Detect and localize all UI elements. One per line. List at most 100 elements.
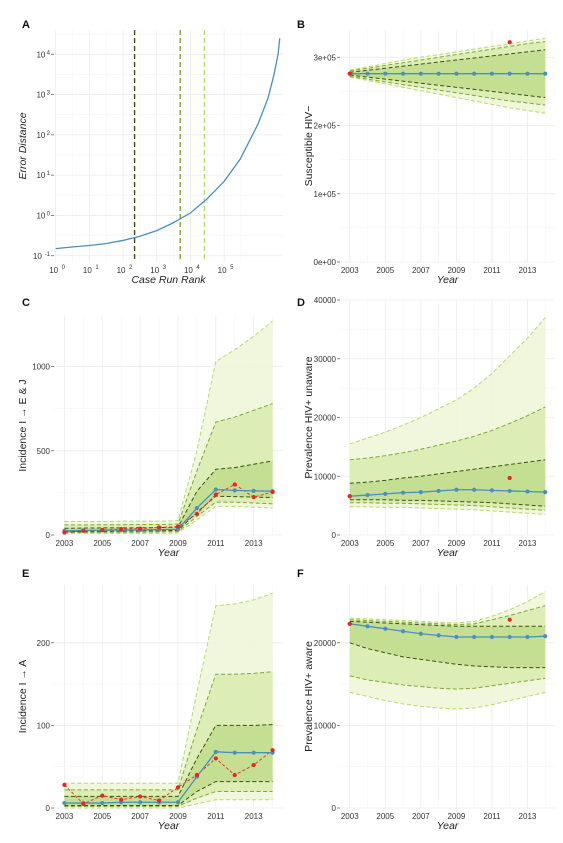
x-tick-label: 2005 [376, 266, 394, 275]
panel-letter: D [297, 297, 305, 309]
band-upper-line [349, 37, 546, 71]
x-tick-label: 2009 [447, 266, 465, 275]
x-tick-label: 2007 [131, 539, 149, 548]
observed-point [251, 762, 256, 768]
band-upper-line [64, 671, 273, 791]
observed-line [64, 749, 273, 805]
x-tick-label: 2007 [412, 266, 430, 275]
x-tick-label: 2013 [519, 266, 537, 275]
y-tick-exponent: 3 [47, 91, 51, 97]
y-tick-label: 10 [36, 50, 45, 59]
y-axis-title: Error Distance [17, 112, 29, 179]
median-point [436, 71, 441, 76]
x-tick-exponent: 0 [62, 265, 66, 271]
x-tick-label: 10 [117, 266, 126, 275]
observed-point [270, 748, 275, 753]
band-upper-line [349, 406, 546, 461]
median-point [454, 634, 459, 640]
observed-point [62, 782, 67, 787]
x-tick-label: 10 [184, 266, 193, 275]
observed-point [62, 530, 67, 535]
band-upper-line [349, 591, 546, 624]
median-point [251, 750, 256, 755]
x-tick-label: 2013 [245, 812, 263, 821]
y-tick-label: 500 [37, 447, 51, 456]
y-tick-exponent: 2 [47, 131, 51, 137]
x-tick-label: 10 [218, 266, 227, 275]
y-tick-label: 20000 [314, 639, 337, 648]
panel-f: 0 10000 20000 2003 2005 2007 2009 2011 2013 Year P… [297, 568, 555, 832]
x-tick-label: 2003 [341, 539, 359, 548]
y-tick-label: 0 [46, 804, 51, 813]
y-tick-label: 10 [36, 171, 45, 180]
y-tick-label: 100 [37, 721, 51, 730]
y-tick-label: 10 [36, 211, 45, 220]
x-tick-label: 2003 [341, 812, 359, 821]
observed-point [507, 40, 512, 45]
x-tick-label: 2009 [169, 812, 187, 821]
x-tick-label: 2011 [207, 539, 225, 548]
median-point [507, 71, 512, 76]
median-point [232, 488, 237, 493]
x-tick-exponent: 2 [129, 265, 133, 271]
y-tick-label: 10 [33, 252, 42, 261]
median-point [454, 71, 459, 76]
x-tick-label: 2005 [93, 539, 111, 548]
x-tick-label: 10 [83, 266, 92, 275]
observed-point [100, 527, 105, 533]
band-upper-line [64, 592, 273, 784]
observed-point [138, 794, 143, 799]
median-line [349, 489, 546, 497]
median-point [543, 490, 548, 495]
panel-letter: A [22, 19, 30, 31]
observed-point [100, 793, 105, 798]
median-point [383, 71, 388, 76]
observed-point [347, 71, 352, 76]
band-lower-line [64, 790, 273, 807]
x-tick-label: 2007 [412, 812, 430, 821]
x-axis-title: Year [437, 274, 459, 286]
x-tick-label: 2009 [447, 812, 465, 821]
x-tick-label: 2009 [447, 539, 465, 548]
median-point [472, 634, 477, 640]
x-tick-label: 2011 [483, 266, 501, 275]
y-tick-label: 3e+05 [314, 53, 337, 62]
observed-point [81, 528, 86, 533]
x-tick-label: 2007 [412, 539, 430, 548]
panel-b: 0e+00 1e+05 2e+05 3e+05 2003 2005 2007 2009 2011… [297, 19, 555, 286]
median-point [489, 71, 495, 76]
y-tick-label: 10000 [314, 472, 337, 481]
panel-letter: C [22, 297, 30, 309]
median-point [100, 800, 105, 806]
y-tick-label: 10000 [314, 721, 337, 730]
y-tick-label: 200 [37, 639, 51, 648]
y-tick-exponent: 4 [47, 50, 51, 56]
median-point [543, 634, 548, 639]
y-axis-title: Incidence I → E & J [17, 379, 29, 471]
y-tick-label: 0 [46, 531, 51, 540]
x-tick-label: 2003 [56, 539, 74, 548]
x-tick-label: 2011 [483, 812, 501, 821]
y-tick-label: 0e+00 [314, 258, 337, 267]
x-tick-label: 2011 [483, 539, 501, 548]
median-point [194, 505, 199, 511]
observed-point [175, 524, 181, 529]
band-upper-line [349, 620, 546, 627]
observed-point [232, 482, 237, 487]
observed-point [213, 756, 218, 761]
median-point [525, 634, 530, 640]
y-tick-label: 40000 [314, 296, 337, 305]
median-line [64, 488, 273, 532]
observed-point [138, 526, 143, 531]
median-point [365, 492, 370, 498]
observed-point [507, 617, 512, 622]
y-tick-label: 2e+05 [314, 122, 337, 131]
uncertainty-band-3 [64, 460, 273, 532]
median-point [543, 71, 548, 76]
median-point [418, 490, 423, 495]
y-tick-label: 10 [36, 91, 45, 100]
median-point [400, 629, 406, 634]
median-point [400, 71, 406, 76]
observed-point [119, 527, 124, 532]
